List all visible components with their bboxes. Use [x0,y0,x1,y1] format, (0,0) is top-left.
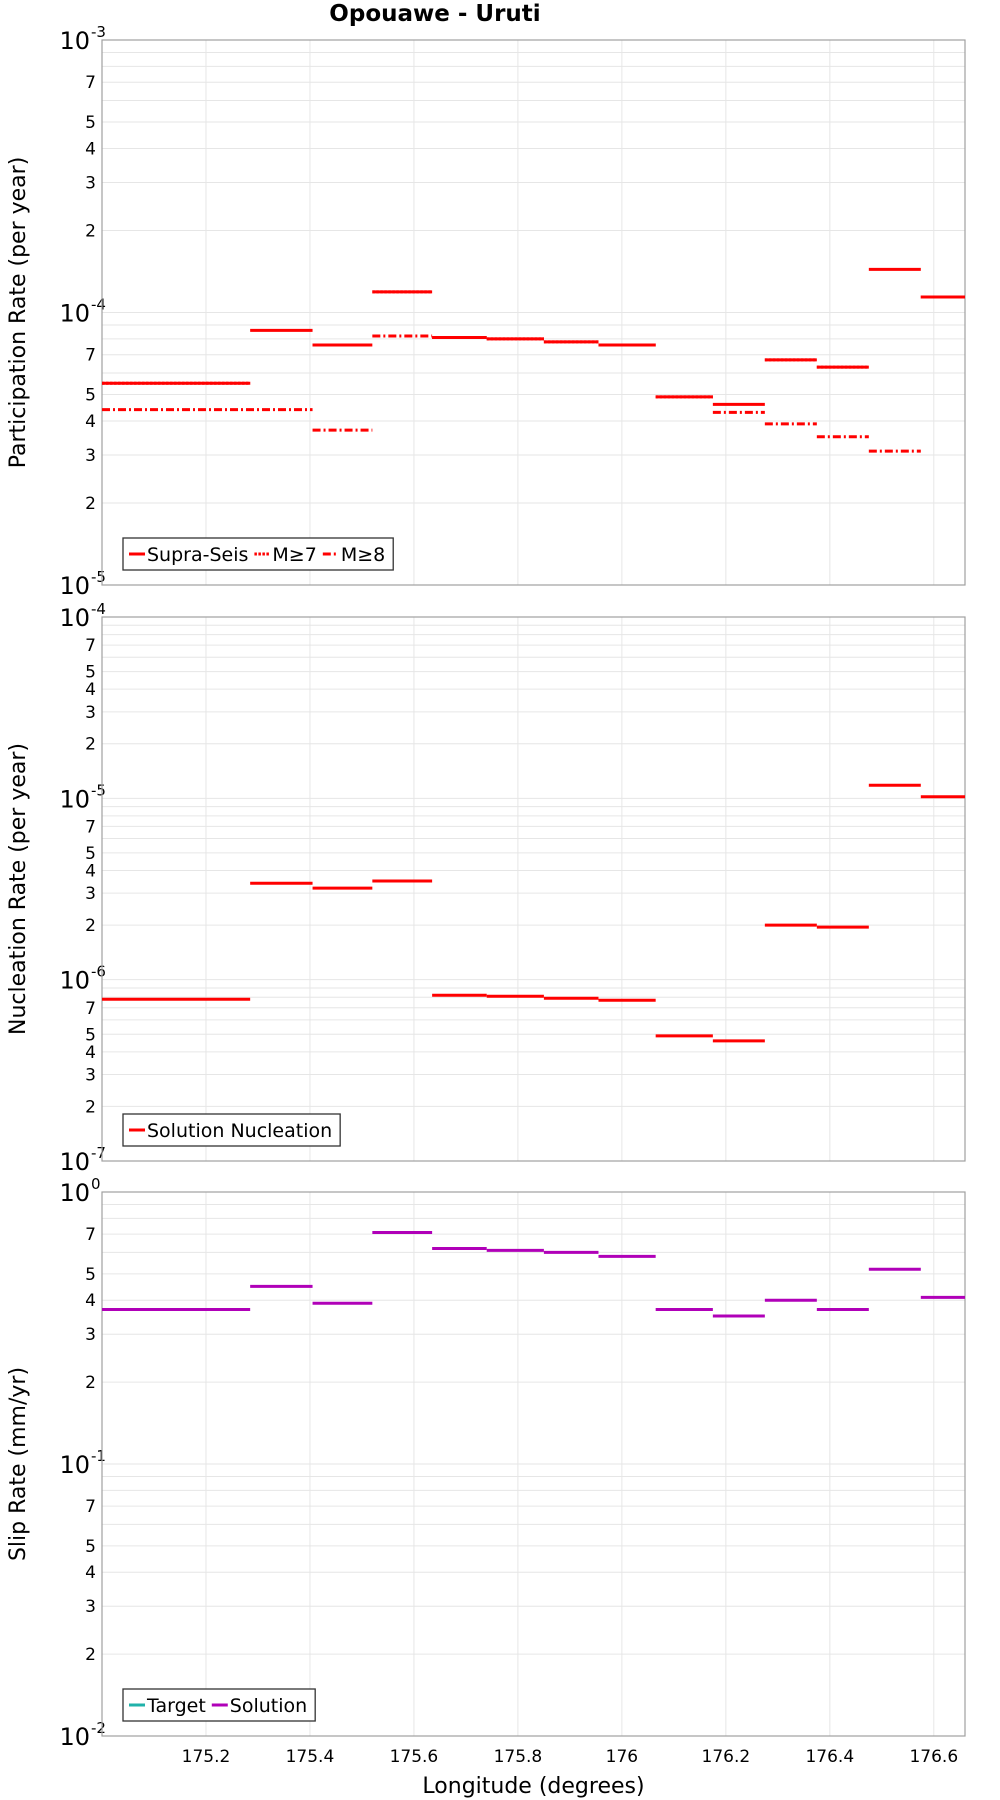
y-tick-label: 10 [59,604,90,632]
x-tick-label: 176.4 [805,1747,854,1767]
x-tick-label: 175.4 [286,1747,335,1767]
chart-title: Opouawe - Uruti [329,1,541,27]
y-tick-exponent: -1 [91,1447,106,1465]
plot-frame [101,39,966,586]
y-tick-label: 10 [59,1451,90,1479]
y-axis-label: Nucleation Rate (per year) [6,743,31,1035]
y-tick-exponent: -5 [91,781,106,799]
legend-label: M≥7 [272,544,316,566]
legend-label: Solution Nucleation [147,1120,332,1142]
y-tick-exponent: -5 [91,568,106,586]
y-tick-label: 10 [59,27,90,55]
x-tick-label: 176 [606,1747,638,1767]
y-tick-exponent: -4 [91,296,106,314]
y-tick-exponent: -2 [91,1719,106,1737]
legend-label: M≥8 [341,544,385,566]
y-tick-label: 10 [59,572,90,600]
y-tick-label: 5 [85,386,96,406]
y-tick-label: 5 [85,663,96,683]
x-tick-label: 175.8 [494,1747,543,1767]
y-tick-label: 4 [85,1563,96,1583]
y-tick-label: 2 [85,735,96,755]
y-tick-exponent: -3 [91,23,106,41]
y-tick-label: 10 [59,1148,90,1176]
y-tick-label: 3 [85,446,96,466]
y-tick-label: 5 [85,1537,96,1557]
y-tick-label: 3 [85,1325,96,1345]
y-tick-label: 10 [59,300,90,328]
y-tick-label: 10 [59,1723,90,1751]
y-axis-label: Slip Rate (mm/yr) [6,1367,31,1561]
y-tick-label: 5 [85,113,96,133]
y-tick-label: 7 [85,817,96,837]
y-tick-label: 2 [85,916,96,936]
y-tick-label: 2 [85,1097,96,1117]
y-tick-exponent: -7 [91,1144,106,1162]
y-tick-label: 4 [85,139,96,159]
legend-box [122,537,394,571]
plot-frame [101,1191,966,1737]
y-tick-exponent: -6 [91,963,106,981]
plot-frame [101,616,966,1162]
legend: Target Solution [122,1688,316,1722]
x-tick-label: 175.6 [390,1747,439,1767]
y-tick-label: 3 [85,1065,96,1085]
x-axis-label: Longitude (degrees) [422,1774,644,1799]
y-tick-label: 2 [85,494,96,514]
x-tick-label: 176.6 [909,1747,958,1767]
y-tick-label: 2 [85,1373,96,1393]
y-tick-label: 5 [85,844,96,864]
legend-box [122,1113,341,1147]
x-tick-label: 175.2 [182,1747,231,1767]
y-tick-label: 4 [85,680,96,700]
y-tick-label: 7 [85,346,96,366]
y-tick-label: 4 [85,412,96,432]
legend-label: Target [146,1695,206,1717]
y-tick-label: 4 [85,861,96,881]
y-tick-exponent: -4 [91,600,106,618]
y-tick-label: 3 [85,1597,96,1617]
y-tick-label: 3 [85,173,96,193]
y-tick-label: 7 [85,636,96,656]
legend: Supra-Seis M≥7 M≥8 [122,537,394,571]
legend: Solution Nucleation [122,1113,341,1147]
y-tick-label: 4 [85,1291,96,1311]
y-tick-label: 7 [85,999,96,1019]
legend-label: Supra-Seis [147,544,248,566]
y-tick-label: 7 [85,1497,96,1517]
y-tick-label: 2 [85,1645,96,1665]
y-tick-label: 10 [59,1179,90,1207]
y-tick-label: 3 [85,703,96,723]
x-tick-label: 176.2 [702,1747,751,1767]
y-tick-label: 3 [85,884,96,904]
y-tick-label: 5 [85,1265,96,1285]
y-tick-label: 2 [85,221,96,241]
y-tick-exponent: 0 [91,1175,101,1193]
y-tick-label: 10 [59,785,90,813]
y-tick-label: 7 [85,1225,96,1245]
y-tick-label: 10 [59,967,90,995]
legend-label: Solution [230,1695,307,1717]
y-tick-label: 5 [85,1025,96,1045]
y-tick-label: 4 [85,1043,96,1063]
y-tick-label: 7 [85,73,96,93]
y-axis-label: Participation Rate (per year) [6,157,31,469]
